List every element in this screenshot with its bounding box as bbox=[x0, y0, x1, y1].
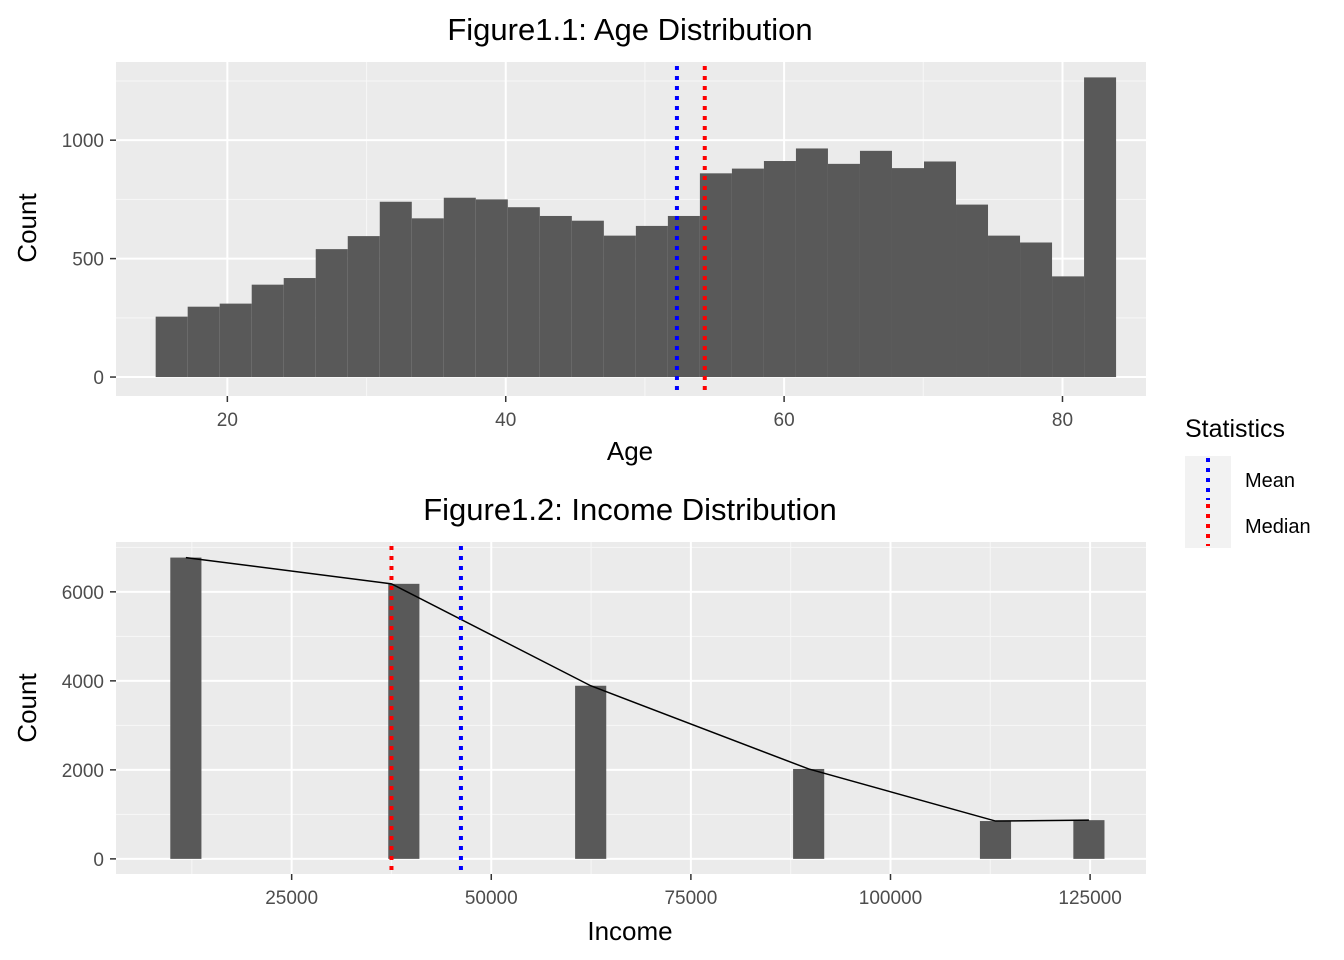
age-x-tick-label: 20 bbox=[217, 410, 238, 431]
age-x-tick-label: 40 bbox=[495, 410, 516, 431]
age-histogram-bar bbox=[283, 278, 316, 378]
income-histogram-bar bbox=[1073, 820, 1105, 859]
age-plot-area: 20 40 60 80 0 500 1000 bbox=[62, 62, 1146, 431]
income-x-tick-label: 50000 bbox=[465, 888, 518, 909]
income-x-tick-label: 25000 bbox=[265, 888, 318, 909]
age-histogram-bar bbox=[731, 168, 764, 378]
age-y-axis-title: Count bbox=[12, 193, 42, 263]
income-x-tick-label: 75000 bbox=[664, 888, 717, 909]
income-histogram-panel: 25000 50000 75000 100000 125000 0 2000 4000 6000… bbox=[12, 492, 1146, 946]
age-x-tick-label: 60 bbox=[774, 410, 795, 431]
age-histogram-bar bbox=[315, 249, 348, 378]
age-histogram-bar bbox=[443, 197, 476, 378]
age-histogram-bar bbox=[251, 284, 284, 378]
age-histogram-bar bbox=[219, 303, 252, 378]
income-histogram-bar bbox=[575, 685, 607, 859]
age-histogram-bar bbox=[956, 204, 989, 378]
income-x-tick-label: 125000 bbox=[1058, 888, 1121, 909]
age-chart-title: Figure1.1: Age Distribution bbox=[447, 12, 812, 47]
age-x-axis-title: Age bbox=[607, 436, 653, 466]
age-histogram-bar bbox=[507, 207, 540, 378]
age-histogram-bar bbox=[667, 215, 700, 378]
legend-title: Statistics bbox=[1185, 415, 1285, 443]
age-histogram-bar bbox=[859, 150, 892, 378]
income-histogram-bar bbox=[793, 768, 825, 859]
age-histogram-bar bbox=[1020, 242, 1053, 378]
age-histogram-bar bbox=[155, 316, 188, 378]
income-chart-title: Figure1.2: Income Distribution bbox=[423, 492, 837, 527]
age-histogram-bar bbox=[795, 148, 828, 378]
age-histogram-bar bbox=[539, 215, 572, 378]
age-histogram-bar bbox=[475, 199, 508, 378]
age-histogram-bar bbox=[891, 168, 924, 378]
age-x-tick-label: 80 bbox=[1052, 410, 1073, 431]
statistics-legend: Statistics Mean Median bbox=[1185, 415, 1311, 548]
age-histogram-bar bbox=[763, 161, 796, 378]
legend-label-median: Median bbox=[1245, 516, 1311, 538]
income-count-line bbox=[185, 556, 1089, 822]
income-plot-area: 25000 50000 75000 100000 125000 0 2000 4000 6000 bbox=[62, 542, 1146, 909]
income-plot-background bbox=[116, 542, 1146, 874]
age-histogram-bar bbox=[988, 235, 1021, 378]
income-y-tick-label: 4000 bbox=[62, 672, 104, 693]
income-x-axis-title: Income bbox=[587, 916, 672, 946]
age-y-tick-label: 0 bbox=[93, 368, 104, 389]
age-histogram-bar bbox=[923, 161, 957, 378]
legend-label-mean: Mean bbox=[1245, 470, 1295, 492]
age-histogram-bar bbox=[635, 225, 668, 378]
income-y-axis-title: Count bbox=[12, 673, 42, 743]
age-histogram-bar bbox=[571, 220, 604, 378]
age-histogram-bar bbox=[827, 163, 860, 378]
income-y-tick-label: 2000 bbox=[62, 761, 104, 782]
age-histogram-bar bbox=[1084, 77, 1117, 378]
age-histogram-bar bbox=[1052, 276, 1085, 378]
income-histogram-bar bbox=[979, 821, 1012, 859]
income-y-tick-label: 6000 bbox=[62, 583, 104, 604]
age-histogram-bar bbox=[187, 306, 220, 378]
age-y-tick-label: 500 bbox=[72, 250, 104, 271]
income-y-tick-label: 0 bbox=[93, 850, 104, 871]
age-histogram-bar bbox=[603, 235, 636, 378]
income-histogram-bar bbox=[170, 557, 202, 859]
income-x-tick-label: 100000 bbox=[859, 888, 922, 909]
age-y-tick-label: 1000 bbox=[62, 131, 104, 152]
age-histogram-bar bbox=[379, 201, 412, 378]
age-histogram-panel: 20 40 60 80 0 500 1000 Figure1.1: Age Distribu… bbox=[12, 12, 1146, 466]
age-histogram-bar bbox=[347, 236, 380, 378]
age-histogram-bar bbox=[411, 218, 444, 378]
